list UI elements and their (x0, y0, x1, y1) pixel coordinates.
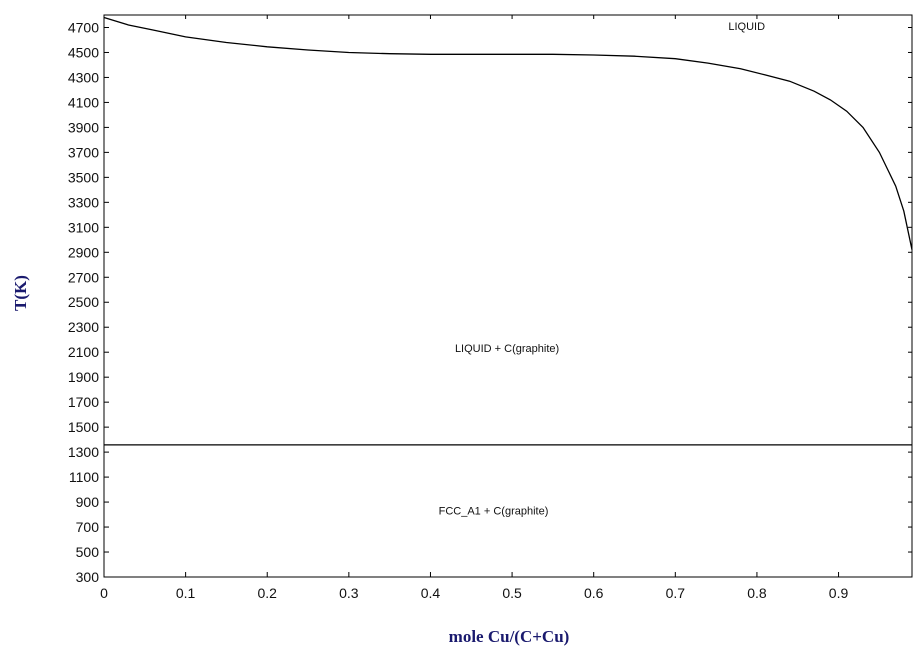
y-tick-label: 1900 (68, 369, 99, 385)
y-tick-label: 3300 (68, 194, 99, 210)
y-tick-label: 3500 (68, 169, 99, 185)
x-tick-label: 0.5 (502, 585, 522, 601)
y-tick-label: 1700 (68, 394, 99, 410)
y-axis-ticks: 300 500 700 900 1100 1300 1500 1700 1900 2100 2300… (68, 19, 912, 585)
region-label: LIQUID + C(graphite) (455, 343, 559, 355)
x-tick-label: 0.9 (829, 585, 849, 601)
y-tick-label: 2900 (68, 244, 99, 260)
x-tick-label: 0.7 (666, 585, 686, 601)
y-tick-label: 700 (76, 519, 100, 535)
region-label: FCC_A1 + C(graphite) (439, 506, 549, 518)
x-tick-label: 0.1 (176, 585, 196, 601)
y-tick-label: 2500 (68, 294, 99, 310)
y-tick-label: 500 (76, 544, 100, 560)
y-tick-label: 2700 (68, 269, 99, 285)
plot-area-border (103, 14, 913, 578)
x-tick-label: 0.2 (257, 585, 277, 601)
x-tick-label: 0.8 (747, 585, 767, 601)
y-tick-label: 1300 (68, 444, 99, 460)
x-axis-title: mole Cu/(C+Cu) (449, 627, 570, 646)
y-tick-label: 4700 (68, 19, 99, 35)
y-tick-label: 900 (76, 494, 100, 510)
y-tick-label: 3900 (68, 119, 99, 135)
region-label: LIQUID (728, 21, 765, 33)
y-tick-label: 1100 (69, 469, 99, 485)
x-tick-label: 0 (100, 585, 108, 601)
y-tick-label: 4100 (68, 94, 99, 110)
y-tick-label: 2100 (68, 344, 99, 360)
y-axis-title: T(K) (11, 275, 30, 311)
y-tick-label: 3700 (68, 144, 99, 160)
y-tick-label: 3100 (68, 219, 99, 235)
y-tick-label: 1500 (68, 419, 99, 435)
y-tick-label: 4300 (68, 69, 99, 85)
y-tick-label: 4500 (68, 44, 99, 60)
x-tick-label: 0.3 (339, 585, 359, 601)
x-tick-label: 0.4 (421, 585, 441, 601)
annotation-layer: LIQUID LIQUID + C(graphite) FCC_A1 + C(gra… (439, 21, 765, 518)
y-tick-label: 300 (76, 569, 100, 585)
x-axis-ticks: 0 0.1 0.2 0.3 0.4 0.5 0.6 0.7 0.8 0.9 (100, 15, 848, 601)
y-tick-label: 2300 (68, 319, 99, 335)
liquidus-line (103, 16, 913, 250)
series-layer (103, 16, 913, 446)
plot-frame (103, 14, 913, 578)
x-tick-label: 0.6 (584, 585, 604, 601)
